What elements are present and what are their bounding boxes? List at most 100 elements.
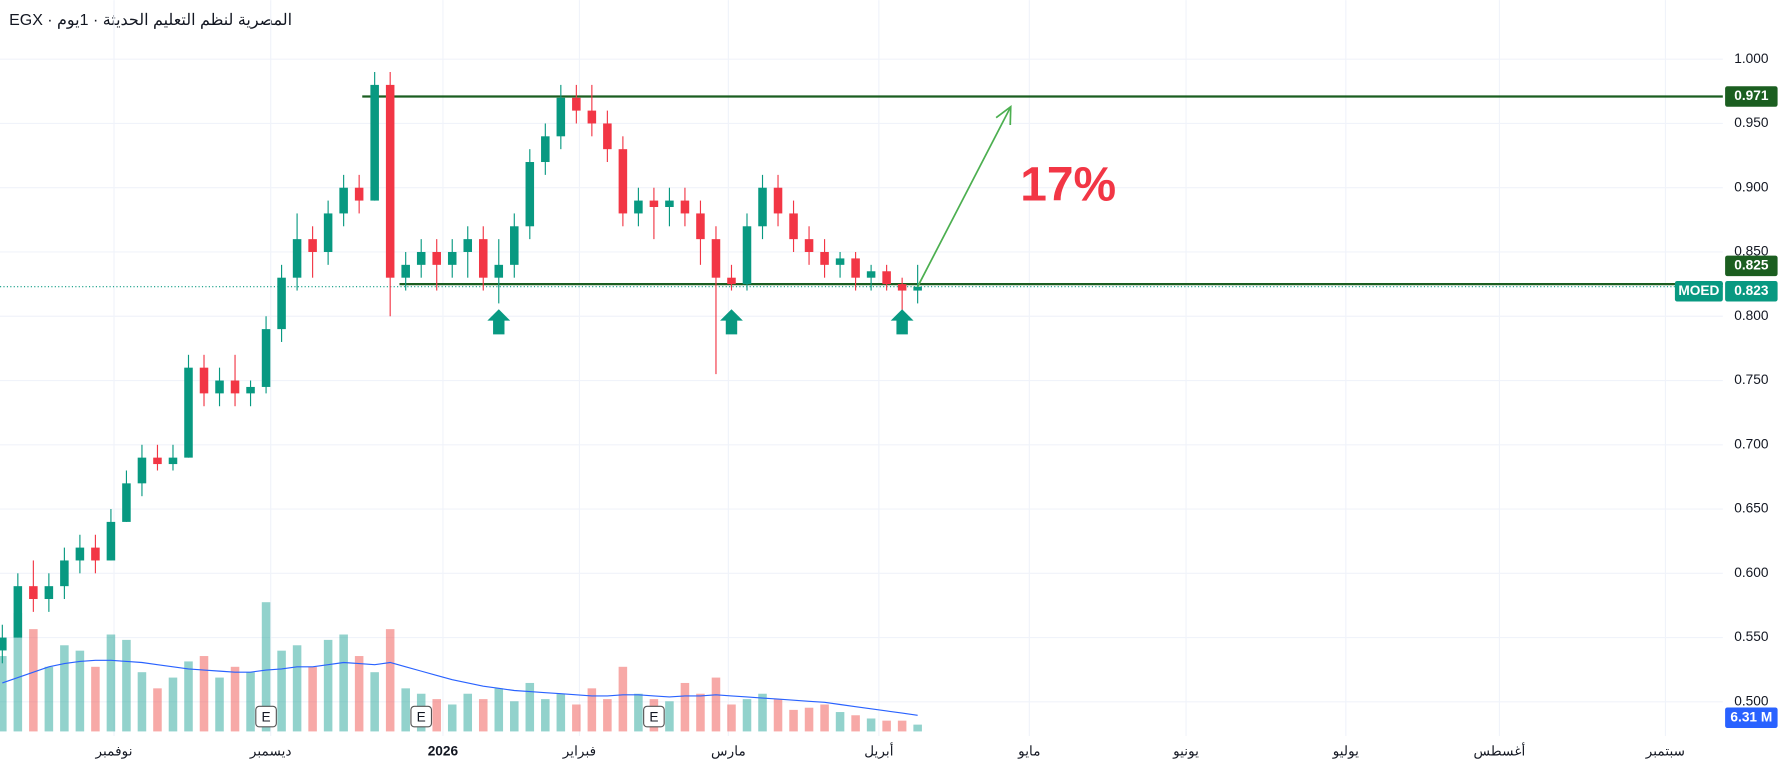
candle-body bbox=[91, 547, 100, 561]
volume-bar bbox=[742, 699, 752, 732]
level-label: 0.971 bbox=[1734, 88, 1769, 103]
volume-bar bbox=[13, 612, 23, 732]
volume-label: 6.31 M bbox=[1730, 709, 1772, 724]
last-price-label-box bbox=[1725, 280, 1778, 302]
volume-bar bbox=[587, 688, 597, 732]
event-badge bbox=[255, 705, 277, 728]
volume-bar bbox=[277, 650, 286, 732]
candle-body bbox=[696, 213, 705, 240]
volume-ma bbox=[2, 659, 918, 716]
candle-body bbox=[758, 187, 767, 227]
x-tick-label: مايو bbox=[1017, 744, 1040, 760]
volume-bar bbox=[525, 682, 535, 732]
volume-bar bbox=[835, 712, 845, 732]
symbol-label: MOED bbox=[1678, 283, 1719, 298]
volume-bar bbox=[541, 699, 550, 732]
candle-body bbox=[897, 284, 907, 291]
x-tick-label: يوليو bbox=[1332, 744, 1359, 760]
candle-body bbox=[727, 277, 736, 285]
level-label-box bbox=[1725, 86, 1778, 107]
candle-body bbox=[649, 200, 659, 208]
volume-bar bbox=[882, 720, 891, 732]
trend-arrow bbox=[916, 106, 1012, 288]
candle-body bbox=[478, 239, 488, 278]
volume-bar bbox=[913, 724, 922, 732]
volume-bar bbox=[680, 682, 690, 732]
volume-bar bbox=[432, 699, 441, 732]
level-label: 0.825 bbox=[1734, 257, 1769, 272]
event-label: E bbox=[261, 709, 270, 724]
volume-bar bbox=[60, 645, 69, 732]
candle-body bbox=[246, 386, 255, 394]
y-tick-label: 0.900 bbox=[1734, 179, 1769, 194]
x-tick-label: ديسمبر bbox=[249, 744, 292, 760]
volume-bar bbox=[370, 672, 379, 732]
candle-body bbox=[835, 258, 845, 265]
candle-body bbox=[463, 239, 473, 252]
y-tick-label: 0.750 bbox=[1734, 372, 1769, 387]
candle-body bbox=[29, 586, 38, 600]
candle-body bbox=[199, 367, 209, 394]
volume-bar bbox=[261, 602, 271, 732]
x-tick-label: أغسطس bbox=[1473, 741, 1525, 760]
candle-body bbox=[634, 200, 643, 214]
event-badge bbox=[410, 705, 433, 728]
chart-title: EGX · المصرية لنظم التعليم الحديثة · 1يو… bbox=[9, 12, 292, 29]
volume-bar bbox=[510, 701, 519, 732]
level-label-box bbox=[1725, 255, 1778, 277]
volume-bar bbox=[696, 693, 705, 732]
volume-bar bbox=[292, 645, 302, 732]
candle-body bbox=[277, 277, 286, 330]
volume-bar bbox=[804, 707, 814, 732]
annotation: 17% bbox=[1020, 158, 1116, 211]
volume-bar bbox=[556, 693, 566, 732]
up-arrow-marker bbox=[720, 309, 743, 335]
y-tick-label: 1.000 bbox=[1734, 51, 1769, 66]
x-tick-label: مارس bbox=[711, 744, 746, 760]
candle-body bbox=[773, 187, 783, 214]
y-tick-label: 0.600 bbox=[1734, 565, 1769, 580]
candle-body bbox=[261, 329, 271, 387]
candle-body bbox=[447, 251, 457, 265]
candle-body bbox=[0, 637, 7, 651]
x-tick-label: يونيو bbox=[1172, 744, 1199, 760]
y-tick-label: 0.650 bbox=[1734, 501, 1769, 516]
candle-body bbox=[665, 200, 674, 208]
candle-body bbox=[44, 586, 54, 600]
volume-bar bbox=[323, 639, 333, 732]
volume-bar bbox=[91, 666, 100, 732]
y-tick-label: 0.950 bbox=[1734, 115, 1769, 130]
volume-bar bbox=[463, 693, 473, 732]
volume-bar bbox=[447, 704, 457, 732]
y-tick-label: 0.850 bbox=[1734, 244, 1769, 259]
x-tick-label: سبتمبر bbox=[1645, 744, 1685, 760]
candle-body bbox=[401, 264, 410, 278]
volume-bar bbox=[29, 629, 38, 732]
candle-body bbox=[75, 547, 85, 561]
up-arrow-marker bbox=[890, 309, 914, 335]
volume-bar bbox=[122, 639, 131, 732]
volume-bar bbox=[866, 718, 876, 732]
y-tick-label: 0.550 bbox=[1734, 629, 1769, 644]
x-tick-label: فبراير bbox=[562, 744, 596, 760]
volume-bar bbox=[106, 634, 116, 732]
candle-body bbox=[292, 239, 302, 278]
candle-body bbox=[60, 560, 69, 587]
volume-bar bbox=[789, 709, 798, 732]
volume-bar bbox=[758, 693, 767, 732]
candle-body bbox=[354, 187, 364, 201]
y-tick-label: 0.800 bbox=[1734, 308, 1769, 323]
candle-body bbox=[230, 380, 240, 394]
candle-body bbox=[370, 84, 379, 201]
candle-body bbox=[711, 239, 721, 278]
candle-body bbox=[153, 457, 162, 465]
volume-bar bbox=[634, 693, 643, 732]
volume-bar bbox=[727, 704, 736, 732]
candle-body bbox=[122, 483, 131, 522]
candle-body bbox=[385, 84, 395, 278]
event-badge bbox=[643, 705, 665, 728]
candle-body bbox=[572, 97, 581, 111]
volume-bar bbox=[354, 656, 364, 732]
volume-bar bbox=[385, 629, 395, 732]
volume-bar bbox=[618, 666, 628, 732]
